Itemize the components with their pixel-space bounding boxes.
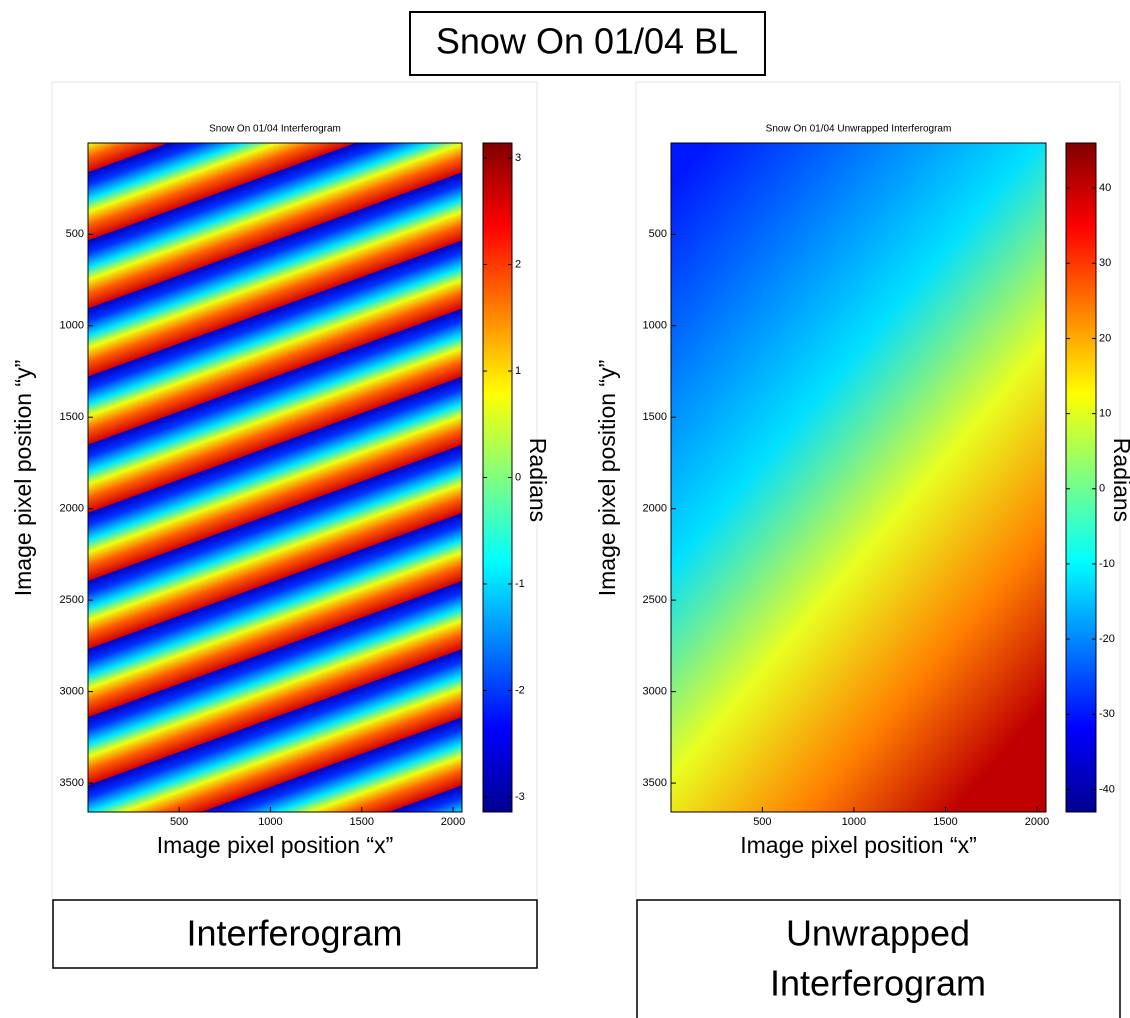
- title-box: [409, 11, 766, 76]
- figure-title: Snow On 01/04 BL: [436, 21, 738, 62]
- colorbar-tick-label: -10: [1099, 558, 1115, 570]
- y-tick-label: 1000: [60, 320, 84, 332]
- plot-title: Snow On 01/04 Interferogram: [209, 124, 341, 135]
- colorbar-tick-label: 40: [1099, 182, 1111, 194]
- colorbar-tick-label: 30: [1099, 257, 1111, 269]
- caption: Interferogram: [770, 963, 986, 1004]
- y-tick-label: 3000: [643, 686, 667, 698]
- axes-frame: [670, 142, 1047, 813]
- y-tick-label: 1000: [643, 320, 667, 332]
- heatmap-image: [671, 143, 1046, 812]
- colorbar-label: Radians: [1109, 438, 1130, 522]
- x-tick-label: 1000: [842, 816, 866, 828]
- x-tick-label: 1500: [350, 816, 374, 828]
- colorbar-tick-label: 3: [515, 152, 521, 164]
- y-tick-label: 3500: [643, 777, 667, 789]
- y-tick-label: 3000: [60, 686, 84, 698]
- y-tick-label: 1500: [643, 411, 667, 423]
- colorbar-tick-label: -1: [515, 578, 525, 590]
- y-tick-label: 2500: [643, 594, 667, 606]
- x-tick-label: 1000: [258, 816, 282, 828]
- x-tick-label: 2000: [441, 816, 465, 828]
- caption: Unwrapped: [786, 913, 970, 954]
- colorbar-tick-label: 20: [1099, 332, 1111, 344]
- axes-frame: [87, 142, 463, 813]
- x-tick-label: 1500: [933, 816, 957, 828]
- colorbar-label: Radians: [525, 438, 551, 522]
- x-tick-label: 500: [753, 816, 771, 828]
- colorbar-tick-label: 1: [515, 365, 521, 377]
- plot-title: Snow On 01/04 Unwrapped Interferogram: [766, 124, 952, 135]
- x-axis-label: Image pixel position “x”: [157, 832, 394, 858]
- colorbar-tick-label: 0: [1099, 483, 1105, 495]
- colorbar-tick-label: 10: [1099, 408, 1111, 420]
- caption: Interferogram: [186, 913, 402, 954]
- y-tick-label: 500: [649, 228, 667, 240]
- caption-box: [636, 899, 1121, 1018]
- y-tick-label: 500: [66, 228, 84, 240]
- colorbar-tick-label: -3: [515, 791, 525, 803]
- colorbar: [482, 142, 513, 813]
- colorbar-tick-label: 0: [515, 471, 521, 483]
- colorbar-tick-label: -2: [515, 684, 525, 696]
- y-axis-label: Image pixel position “y”: [594, 360, 620, 597]
- x-axis-label: Image pixel position “x”: [740, 832, 977, 858]
- heatmap-image: [88, 143, 462, 812]
- caption-box: [52, 899, 538, 969]
- x-tick-label: 2000: [1025, 816, 1049, 828]
- colorbar-tick-label: -20: [1099, 633, 1115, 645]
- colorbar-tick-label: -30: [1099, 708, 1115, 720]
- x-tick-label: 500: [170, 816, 188, 828]
- y-tick-label: 2500: [60, 594, 84, 606]
- y-tick-label: 3500: [60, 777, 84, 789]
- y-tick-label: 2000: [60, 503, 84, 515]
- y-tick-label: 2000: [643, 503, 667, 515]
- colorbar: [1065, 142, 1097, 813]
- colorbar-tick-label: 2: [515, 258, 521, 270]
- y-tick-label: 1500: [60, 411, 84, 423]
- colorbar-tick-label: -40: [1099, 783, 1115, 795]
- y-axis-label: Image pixel position “y”: [10, 360, 36, 597]
